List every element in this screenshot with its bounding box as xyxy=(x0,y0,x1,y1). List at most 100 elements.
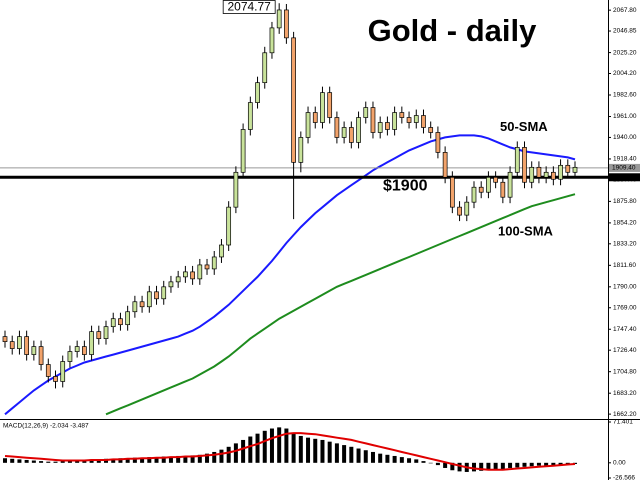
macd-bar xyxy=(161,456,166,463)
candle-body xyxy=(565,164,571,173)
candle-body xyxy=(471,186,477,203)
macd-bar xyxy=(183,455,188,463)
macd-bar xyxy=(154,457,159,463)
macd-title: MACD(12,26,9) -2.034 -3.487 xyxy=(3,423,89,430)
macd-bar xyxy=(10,458,15,463)
macd-bar xyxy=(392,455,397,463)
candle-body xyxy=(507,171,513,198)
candle-body xyxy=(175,276,181,283)
series-label: 100-SMA xyxy=(498,224,554,239)
macd-bar xyxy=(334,443,339,463)
candle-body xyxy=(493,176,498,183)
candle-body xyxy=(442,152,448,178)
candle-body xyxy=(276,9,282,29)
candle-body xyxy=(529,166,535,183)
candle-body xyxy=(247,102,253,130)
macd-bar xyxy=(39,461,44,463)
macd-bar xyxy=(370,451,375,463)
y-tick-label: 71.401 xyxy=(613,419,633,426)
candle-body xyxy=(240,129,246,173)
macd-bar xyxy=(573,462,577,464)
candle-body xyxy=(45,364,51,377)
macd-bar xyxy=(284,428,289,463)
candle-body xyxy=(183,271,188,278)
macd-bar xyxy=(118,458,123,463)
candle-body xyxy=(255,82,260,103)
macd-bar xyxy=(306,437,311,463)
candle-body xyxy=(464,201,470,216)
candle-body xyxy=(486,176,491,193)
macd-bar xyxy=(24,459,29,463)
macd-bar xyxy=(291,433,296,463)
macd-bar xyxy=(313,438,318,463)
candle-body xyxy=(31,346,37,355)
candle-body xyxy=(269,27,275,54)
candle-body xyxy=(457,206,462,216)
macd-bar xyxy=(349,446,354,463)
macd-bar xyxy=(457,462,462,472)
candle-body xyxy=(211,256,217,270)
level-box xyxy=(609,173,640,182)
candle-body xyxy=(500,181,506,198)
y-tick-label: 1662.20 xyxy=(613,411,637,418)
candle-body xyxy=(146,291,152,308)
candle-body xyxy=(89,331,94,355)
macd-bar xyxy=(363,450,368,463)
y-tick-label: 1811.60 xyxy=(613,262,636,269)
y-tick-label: 1683.20 xyxy=(613,390,637,397)
candle-body xyxy=(449,176,455,208)
macd-bar xyxy=(399,457,404,463)
level-box xyxy=(609,163,640,172)
y-tick-label: 2046.85 xyxy=(613,28,637,35)
candle-body xyxy=(356,117,361,143)
macd-bar xyxy=(219,449,224,463)
candle-body xyxy=(536,166,542,178)
candle-body xyxy=(74,346,80,352)
candle-body xyxy=(572,166,578,173)
macd-bar xyxy=(479,462,484,471)
macd-bar xyxy=(508,462,513,468)
candle-body xyxy=(204,264,210,270)
macd-bar xyxy=(407,458,412,463)
candle-body xyxy=(413,115,419,123)
macd-bar xyxy=(262,430,267,463)
candle-body xyxy=(543,171,549,178)
y-tick-label: -26.566 xyxy=(613,475,635,480)
macd-bar xyxy=(53,461,58,463)
candle-body xyxy=(190,271,195,280)
y-tick-label: 2025.20 xyxy=(613,49,637,56)
macd-bar xyxy=(212,451,217,463)
macd-bar xyxy=(147,457,152,463)
y-tick-label: 0.00 xyxy=(613,460,626,467)
macd-bar xyxy=(327,441,332,463)
y-tick-label: 1790.00 xyxy=(613,284,637,291)
candle-body xyxy=(421,115,426,128)
candle-body xyxy=(305,112,311,138)
sma-line xyxy=(4,134,576,416)
candle-body xyxy=(103,326,109,339)
candle-body xyxy=(551,171,556,180)
y-tick-label: 2067.80 xyxy=(613,7,637,14)
chart-title: Gold - daily xyxy=(368,13,538,48)
macd-bar xyxy=(558,462,563,465)
macd-bar xyxy=(67,460,72,463)
macd-bar xyxy=(298,435,303,463)
candle-body xyxy=(110,318,116,328)
candle-body xyxy=(341,127,347,138)
peak-box xyxy=(222,0,276,14)
level-label: 1909.40 xyxy=(612,165,636,172)
y-tick-label: 2004.20 xyxy=(613,70,637,77)
y-tick-label: 1704.80 xyxy=(613,368,637,375)
macd-bar xyxy=(443,462,448,468)
candle-body xyxy=(385,122,390,130)
candle-body xyxy=(514,147,520,173)
macd-bar xyxy=(96,459,101,463)
candle-body xyxy=(132,301,138,313)
sma-line xyxy=(105,193,576,416)
candle-body xyxy=(233,171,239,208)
candle-body xyxy=(38,346,44,365)
candle-body xyxy=(284,9,289,39)
candle-body xyxy=(428,127,434,133)
macd-bar xyxy=(342,445,347,463)
